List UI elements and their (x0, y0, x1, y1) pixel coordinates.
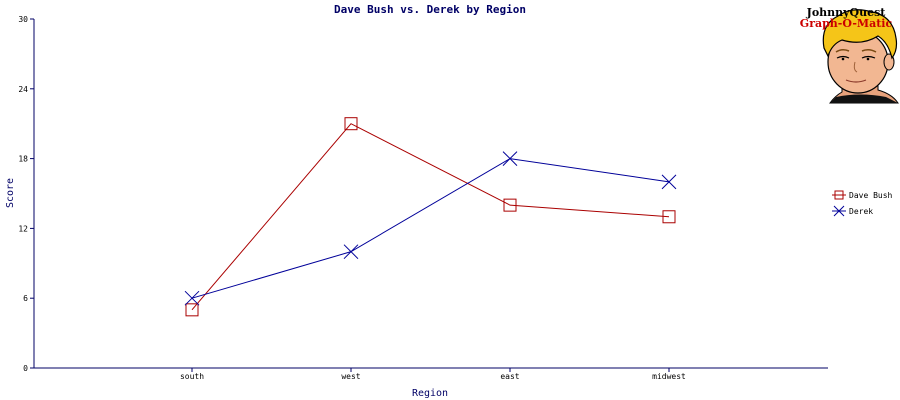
logo-subtitle: Graph-O-Matic (800, 17, 893, 30)
data-point (661, 174, 677, 190)
y-tick-label: 30 (18, 15, 28, 24)
y-axis-label: Score (5, 178, 16, 208)
series-line (191, 158, 670, 299)
boy-face-icon (800, 0, 900, 104)
y-tick-label: 18 (18, 155, 28, 164)
series-line (191, 123, 670, 311)
data-point (502, 151, 518, 166)
data-point (503, 198, 517, 212)
y-tick-label: 0 (23, 364, 28, 373)
data-point (184, 290, 200, 306)
legend-marker (833, 205, 845, 217)
plot-series (184, 117, 677, 317)
chart-title: Dave Bush vs. Derek by Region (334, 3, 526, 16)
y-tick-label: 24 (18, 85, 28, 94)
legend-label: Dave Bush (849, 191, 893, 200)
johnnyquest-logo: JohnnyQuest Graph-O-Matic (800, 0, 900, 104)
legend-label: Derek (849, 207, 873, 216)
x-tick-label: south (180, 372, 204, 381)
x-axis-label: Region (412, 388, 448, 399)
y-tick-label: 6 (23, 294, 28, 303)
legend-item: Dave Bush (832, 190, 893, 200)
x-axis: south west east midwest (34, 367, 828, 381)
logo-title: JohnnyQuest (806, 6, 887, 19)
y-tick-label: 12 (18, 224, 28, 233)
y-axis: 0 6 12 18 24 30 (18, 15, 35, 373)
data-point (185, 303, 199, 317)
data-point (344, 117, 358, 131)
series-dave-bush (185, 117, 676, 317)
legend-marker (834, 190, 844, 200)
data-point (662, 210, 676, 224)
x-tick-label: east (500, 372, 519, 381)
legend-item: Derek (832, 205, 873, 217)
x-tick-label: midwest (652, 372, 686, 381)
x-tick-label: west (341, 372, 360, 381)
data-point (343, 244, 359, 260)
series-derek (184, 151, 677, 306)
legend: Dave Bush Derek (832, 190, 893, 217)
